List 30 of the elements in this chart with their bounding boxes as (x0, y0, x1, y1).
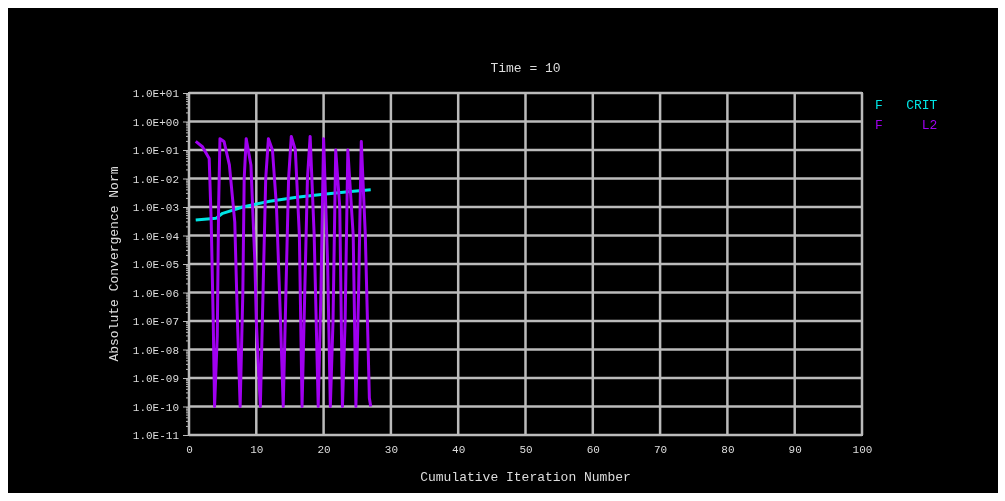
y-tick-label: 1.0E-10 (132, 401, 179, 414)
x-tick-label: 20 (317, 443, 331, 456)
x-axis-title: Cumulative Iteration Number (420, 470, 631, 485)
y-tick-label: 1.0E-05 (132, 259, 179, 272)
x-tick-label: 90 (788, 443, 802, 456)
y-tick-label: 1.0E+00 (132, 116, 179, 129)
line-series (194, 134, 373, 408)
x-tick-label: 100 (852, 443, 873, 456)
x-tick-label: 10 (250, 443, 264, 456)
y-tick-label: 1.0E-06 (132, 287, 179, 300)
x-tick-label: 0 (186, 443, 193, 456)
x-tick-label: 30 (384, 443, 398, 456)
y-axis-title: Absolute Convergence Norm (107, 166, 122, 362)
y-tick-label: 1.0E-04 (132, 230, 180, 243)
x-tick-label: 40 (452, 443, 466, 456)
y-tick-label: 1.0E-11 (132, 430, 180, 443)
x-tick-label: 70 (654, 443, 668, 456)
y-tick-label: 1.0E-01 (132, 145, 180, 158)
y-tick-label: 1.0E-08 (132, 344, 179, 357)
text: F CRIT (875, 98, 938, 113)
x-tick-label: 80 (721, 443, 735, 456)
y-tick-label: 1.0E-02 (132, 173, 179, 186)
x-tick-label: 50 (519, 443, 533, 456)
y-tick-label: 1.0E-07 (132, 316, 179, 329)
y-tick-label: 1.0E-09 (132, 373, 179, 386)
y-tick-label: 1.0E-03 (132, 202, 179, 215)
y-tick-label: 1.0E+01 (132, 88, 180, 101)
x-tick-label: 60 (586, 443, 600, 456)
chart-title: Time = 10 (490, 61, 561, 76)
text: F L2 (875, 118, 938, 133)
